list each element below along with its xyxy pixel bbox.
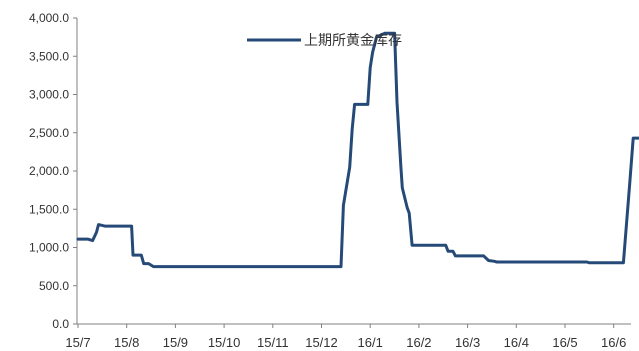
- x-tick-label: 15/11: [257, 335, 289, 350]
- y-tick-label: 2,500.0: [29, 126, 69, 140]
- x-tick-label: 15/10: [208, 335, 241, 350]
- y-tick-label: 0.0: [52, 317, 69, 331]
- y-tick-label: 2,000.0: [29, 164, 69, 178]
- plot-area: 0.0 500.0 1,000.0 1,500.0 2,000.0 2,500.0 3,00…: [29, 11, 639, 350]
- x-tick-label: 16/6: [601, 335, 626, 350]
- y-tick-label: 1,000.0: [29, 241, 69, 255]
- y-tick-label: 4,000.0: [29, 11, 69, 25]
- x-tick-label: 15/7: [65, 335, 90, 350]
- y-tick-label: 500.0: [39, 279, 69, 293]
- y-tick-label: 1,500.0: [29, 202, 69, 216]
- legend: 上期所黄金库存: [247, 32, 402, 48]
- y-tick-label: 3,500.0: [29, 49, 69, 63]
- x-tick-label: 15/9: [163, 335, 188, 350]
- legend-label: 上期所黄金库存: [304, 32, 402, 48]
- series-line: [76, 31, 639, 269]
- x-tick-label: 16/1: [358, 335, 383, 350]
- x-axis-ticks: 15/7 15/8 15/9 15/10 15/11 15/12 16/1 16/2 16/3 1…: [65, 324, 626, 350]
- x-tick-label: 16/4: [504, 335, 529, 350]
- x-tick-label: 15/8: [114, 335, 139, 350]
- x-tick-label: 16/3: [455, 335, 480, 350]
- x-tick-label: 16/5: [552, 335, 577, 350]
- y-tick-label: 3,000.0: [29, 88, 69, 102]
- x-tick-label: 15/12: [305, 335, 338, 350]
- x-tick-label: 16/2: [406, 335, 431, 350]
- y-axis-ticks: 0.0 500.0 1,000.0 1,500.0 2,000.0 2,500.0 3,00…: [29, 11, 77, 331]
